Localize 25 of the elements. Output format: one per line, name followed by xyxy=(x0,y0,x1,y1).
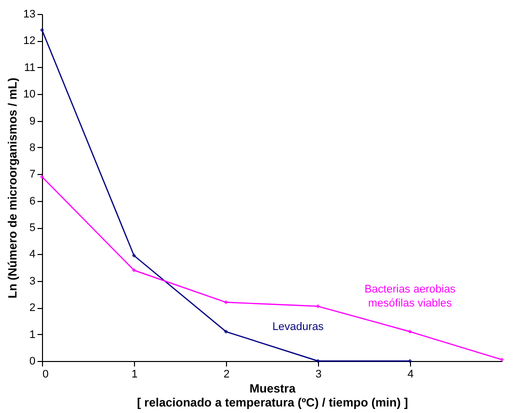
x-tick-label: 0 xyxy=(42,368,49,380)
y-tick-label: 12 xyxy=(23,35,36,48)
y-tick-label: 13 xyxy=(23,8,36,20)
series-label: Bacterias aerobias mesófilas viables xyxy=(364,284,456,310)
y-axis-title: Ln (Número de microorganismos / mL) xyxy=(5,78,20,298)
y-tick-label: 1 xyxy=(29,328,36,341)
point xyxy=(132,253,136,258)
y-tick-label: 8 xyxy=(29,142,36,154)
y-tick-label: 3 xyxy=(29,275,36,288)
y-tick-label: 7 xyxy=(29,168,36,181)
y-tick-label: 9 xyxy=(29,115,36,128)
x-tick-label: 1 xyxy=(131,368,138,380)
point xyxy=(40,28,44,32)
y-tick-label: 2 xyxy=(29,302,36,314)
x-tick-label: 4 xyxy=(407,368,414,380)
y-tick-label: 11 xyxy=(24,62,36,74)
x-tick-label: 2 xyxy=(223,368,230,380)
x-axis-title: Muestra [ relacionado a temperatura (ºC) / tiempo (min) ] xyxy=(136,382,408,410)
y-tick-label: 0 xyxy=(29,356,36,368)
y-tick-label: 5 xyxy=(29,222,36,234)
x-tick-label: 3 xyxy=(315,368,322,380)
series-label: Levaduras xyxy=(272,321,324,333)
y-tick-label: 6 xyxy=(29,195,36,208)
y-tick-label: 10 xyxy=(23,88,36,101)
y-tick-label: 4 xyxy=(29,248,36,261)
